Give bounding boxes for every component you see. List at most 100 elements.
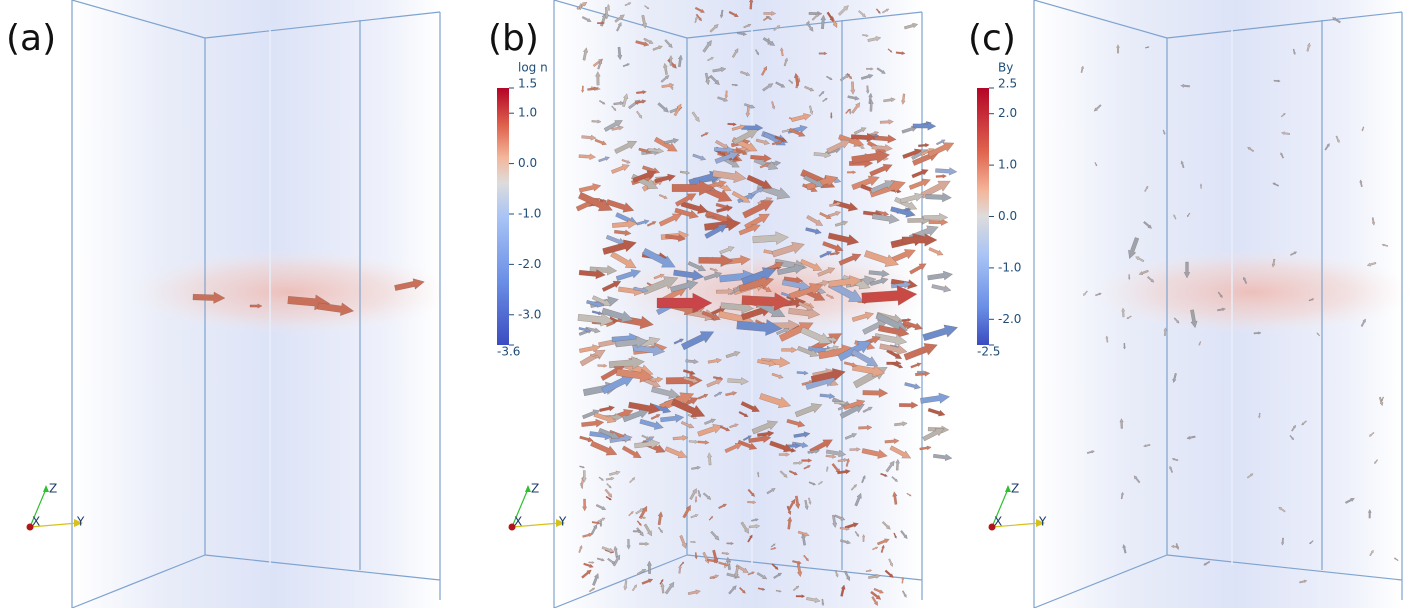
arrow-glyph	[747, 500, 757, 505]
arrow-glyph	[654, 173, 676, 184]
arrow-glyph	[862, 34, 869, 37]
arrow-glyph	[750, 154, 772, 163]
arrow-glyph	[592, 573, 599, 586]
arrow-glyph	[643, 523, 652, 537]
arrow-glyph	[722, 255, 751, 266]
arrow-glyph	[579, 435, 594, 443]
arrow-glyph	[808, 497, 812, 505]
arrow-glyph	[927, 407, 946, 417]
arrow-glyph	[616, 368, 655, 383]
arrow-glyph	[1186, 212, 1191, 218]
arrow-glyph	[868, 573, 881, 579]
arrow-glyph	[709, 267, 719, 272]
arrow-glyph	[803, 174, 825, 187]
arrow-glyph	[587, 86, 599, 92]
arrow-glyph	[783, 57, 788, 67]
arrow-glyph	[850, 348, 879, 367]
arrow-glyph	[1273, 79, 1281, 83]
arrow-glyph	[852, 364, 886, 378]
arrow-glyph	[1203, 560, 1211, 566]
arrow-glyph	[904, 382, 922, 390]
arrow-glyph	[1171, 457, 1179, 462]
arrow-glyph	[778, 322, 814, 342]
arrow-glyph	[709, 74, 720, 86]
arrow-glyph	[1128, 274, 1131, 281]
arrow-glyph	[639, 541, 650, 546]
arrow-glyph	[628, 511, 634, 517]
arrow-glyph	[668, 54, 674, 66]
arrow-glyph	[577, 191, 613, 212]
arrow-glyph	[609, 434, 633, 444]
arrow-glyph	[868, 269, 890, 278]
axis-z-head	[525, 485, 531, 492]
arrow-glyph	[601, 374, 636, 395]
arrow-glyph	[697, 393, 709, 400]
colorbar-tick-label: 1.0	[518, 106, 537, 120]
arrow-glyph	[916, 370, 927, 374]
axis-z-head	[43, 485, 49, 492]
arrow-glyph	[626, 538, 631, 550]
arrow-glyph	[837, 5, 849, 16]
arrow-glyph	[1272, 182, 1280, 187]
arrow-glyph	[773, 25, 781, 32]
arrow-glyph	[647, 147, 665, 154]
arrow-glyph	[935, 139, 946, 146]
arrow-glyph	[694, 16, 698, 23]
arrow-glyph	[603, 120, 623, 132]
arrow-glyph	[1335, 135, 1340, 144]
arrow-glyph	[586, 299, 604, 308]
arrow-glyph	[704, 418, 716, 425]
arrow-glyph	[726, 541, 735, 546]
arrow-glyph	[738, 411, 749, 417]
arrow-glyph	[611, 105, 617, 112]
arrow-glyph	[1175, 543, 1180, 551]
arrow-glyph	[762, 83, 774, 92]
arrow-glyph	[591, 310, 603, 316]
arrow-glyph	[709, 24, 719, 33]
axis-z	[991, 488, 1009, 528]
arrow-glyph	[742, 435, 752, 442]
arrow-glyph	[801, 458, 813, 463]
arrow-glyph	[680, 201, 709, 214]
arrow-glyph	[1271, 258, 1276, 268]
arrow-glyph	[844, 570, 851, 582]
arrow-glyph	[826, 465, 829, 472]
arrow-glyph	[1217, 291, 1223, 299]
arrow-glyph	[807, 448, 820, 454]
arrow-glyph	[724, 443, 743, 454]
arrow-glyph	[770, 543, 776, 548]
arrow-glyph	[631, 584, 637, 592]
arrow-glyph	[607, 3, 610, 11]
arrow-glyph	[894, 196, 918, 210]
arrow-glyph	[728, 10, 739, 17]
arrow-glyph	[882, 8, 890, 14]
axis-label: Z	[531, 482, 539, 496]
arrow-glyph	[806, 597, 821, 603]
arrow-glyph	[713, 391, 723, 398]
axis-y-head	[556, 519, 565, 527]
arrow-glyph	[880, 472, 888, 477]
panel: (c) Z X Y By 2.5 2.0 1.0 0.0 -1.0 -2.0 -2.5	[968, 0, 1412, 608]
arrow-glyph	[682, 376, 699, 384]
arrow-glyph	[621, 159, 631, 164]
arrow-glyph	[710, 574, 720, 579]
arrow-glyph	[740, 401, 761, 412]
arrow-glyph	[890, 280, 912, 289]
arrow-glyph	[712, 66, 727, 73]
arrow-glyph	[935, 167, 958, 176]
arrow-glyph	[578, 327, 591, 333]
arrow-glyph	[876, 67, 886, 74]
arrow-glyph	[819, 212, 832, 220]
arrow-glyph	[1186, 435, 1196, 440]
arrow-glyph	[1119, 418, 1124, 429]
arrow-glyph	[669, 279, 699, 293]
arrow-glyph	[818, 51, 828, 56]
arrow-glyph	[935, 174, 947, 179]
axis-y-head	[74, 519, 83, 527]
arrow-glyph	[858, 10, 866, 18]
arrow-glyph	[623, 580, 628, 591]
arrow-glyph	[1143, 221, 1152, 229]
arrow-glyph	[901, 318, 912, 322]
arrow-glyph	[1278, 506, 1286, 513]
arrow-glyph	[738, 586, 746, 594]
